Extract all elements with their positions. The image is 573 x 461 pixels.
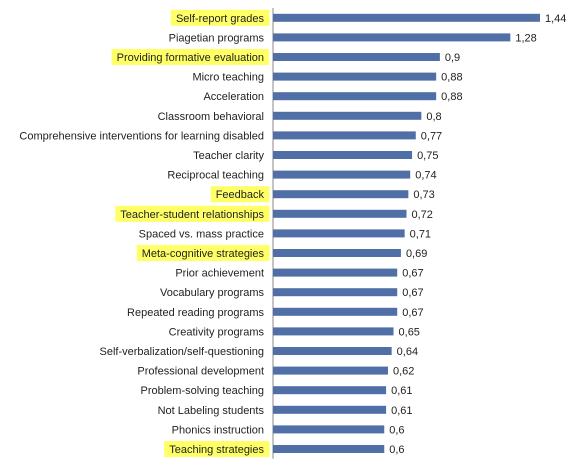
- bar-spaced-vs-mass-practice: [273, 229, 405, 238]
- value-label-reciprocal-teaching: 0,74: [415, 170, 436, 182]
- bar-providing-formative-evaluation: [273, 53, 440, 61]
- category-label-creativity-programs: Creativity programs: [169, 326, 265, 338]
- value-label-vocabulary-programs: 0,67: [402, 287, 423, 299]
- value-label-classroom-behavioral: 0,8: [426, 111, 441, 123]
- category-label-micro-teaching: Micro teaching: [192, 72, 264, 84]
- bar-phonics-instruction: [273, 425, 385, 434]
- highlight-providing-formative-evaluation: [111, 49, 269, 65]
- category-label-acceleration: Acceleration: [203, 91, 264, 103]
- bar-reciprocal-teaching: [273, 170, 411, 179]
- highlight-self-report-grades: [170, 9, 270, 26]
- category-label-reciprocal-teaching: Reciprocal teaching: [167, 170, 264, 182]
- bar-teacher-student-relationships: [273, 209, 407, 218]
- category-label-professional-development: Professional development: [137, 366, 264, 378]
- highlight-layer: [111, 9, 270, 457]
- bar-acceleration: [273, 92, 437, 101]
- highlight-teacher-student-relationships: [115, 205, 270, 222]
- value-label-piagetian-programs: 1,28: [515, 32, 536, 44]
- category-label-phonics-instruction: Phonics instruction: [172, 424, 264, 436]
- category-label-self-report-grades: Self-report grades: [176, 13, 265, 25]
- category-label-teaching-strategies: Teaching strategies: [169, 444, 264, 456]
- bar-meta-cognitive-strategies: [273, 249, 401, 257]
- category-label-providing-formative-evaluation: Providing formative evaluation: [117, 52, 264, 64]
- bar-classroom-behavioral: [273, 111, 422, 120]
- value-label-providing-formative-evaluation: 0,9: [445, 52, 460, 64]
- highlight-feedback: [210, 186, 270, 203]
- category-label-meta-cognitive-strategies: Meta-cognitive strategies: [142, 248, 265, 260]
- bar-prior-achievement: [273, 268, 398, 277]
- value-label-repeated-reading-programs: 0,67: [402, 307, 423, 319]
- category-label-comprehensive-interventions-for-learning-disabled: Comprehensive interventions for learning…: [19, 130, 264, 142]
- bar-professional-development: [273, 366, 388, 375]
- bar-comprehensive-interventions-for-learning-disabled: [273, 131, 416, 140]
- highlight-teaching-strategies: [164, 441, 270, 457]
- category-label-self-verbalization-self-questioning: Self-verbalization/self-questioning: [100, 346, 264, 358]
- value-label-professional-development: 0,62: [393, 366, 414, 378]
- value-label-teacher-clarity: 0,75: [417, 150, 438, 162]
- bar-teaching-strategies: [273, 445, 385, 453]
- value-label-teaching-strategies: 0,6: [389, 444, 404, 456]
- value-label-comprehensive-interventions-for-learning-disabled: 0,77: [421, 130, 442, 142]
- bar-self-report-grades: [273, 13, 540, 22]
- category-label-teacher-student-relationships: Teacher-student relationships: [120, 209, 264, 221]
- category-label-prior-achievement: Prior achievement: [175, 268, 264, 280]
- category-label-vocabulary-programs: Vocabulary programs: [160, 287, 264, 299]
- value-label-not-labeling-students: 0,61: [391, 405, 412, 417]
- value-label-problem-solving-teaching: 0,61: [391, 385, 412, 397]
- category-label-feedback: Feedback: [216, 189, 265, 201]
- category-label-piagetian-programs: Piagetian programs: [169, 32, 265, 44]
- bar-self-verbalization-self-questioning: [273, 347, 392, 355]
- value-label-acceleration: 0,88: [441, 91, 462, 103]
- bar-not-labeling-students: [273, 405, 387, 414]
- bar-teacher-clarity: [273, 151, 413, 159]
- category-label-classroom-behavioral: Classroom behavioral: [158, 111, 264, 123]
- value-label-feedback: 0,73: [413, 189, 434, 201]
- bar-piagetian-programs: [273, 33, 511, 42]
- value-labels-layer: 1,441,280,90,880,880,80,770,750,740,730,…: [389, 13, 566, 456]
- category-label-teacher-clarity: Teacher clarity: [193, 150, 264, 162]
- value-label-self-verbalization-self-questioning: 0,64: [397, 346, 418, 358]
- bars-layer: [273, 13, 540, 453]
- bar-creativity-programs: [273, 327, 394, 336]
- category-label-spaced-vs-mass-practice: Spaced vs. mass practice: [139, 228, 264, 240]
- value-label-spaced-vs-mass-practice: 0,71: [410, 228, 431, 240]
- value-label-creativity-programs: 0,65: [399, 326, 420, 338]
- value-label-self-report-grades: 1,44: [545, 13, 566, 25]
- bar-repeated-reading-programs: [273, 307, 398, 316]
- category-label-problem-solving-teaching: Problem-solving teaching: [140, 385, 264, 397]
- value-label-phonics-instruction: 0,6: [389, 424, 404, 436]
- category-labels-layer: Self-report grades Piagetian programs Prov…: [19, 13, 264, 456]
- bar-vocabulary-programs: [273, 288, 398, 297]
- bar-problem-solving-teaching: [273, 386, 387, 395]
- category-label-repeated-reading-programs: Repeated reading programs: [127, 307, 264, 319]
- bar-feedback: [273, 190, 409, 199]
- highlight-meta-cognitive-strategies: [136, 245, 270, 261]
- category-label-not-labeling-students: Not Labeling students: [158, 405, 265, 417]
- bar-micro-teaching: [273, 72, 437, 81]
- value-label-micro-teaching: 0,88: [441, 72, 462, 84]
- value-label-meta-cognitive-strategies: 0,69: [406, 248, 427, 260]
- value-label-teacher-student-relationships: 0,72: [412, 209, 433, 221]
- value-label-prior-achievement: 0,67: [402, 268, 423, 280]
